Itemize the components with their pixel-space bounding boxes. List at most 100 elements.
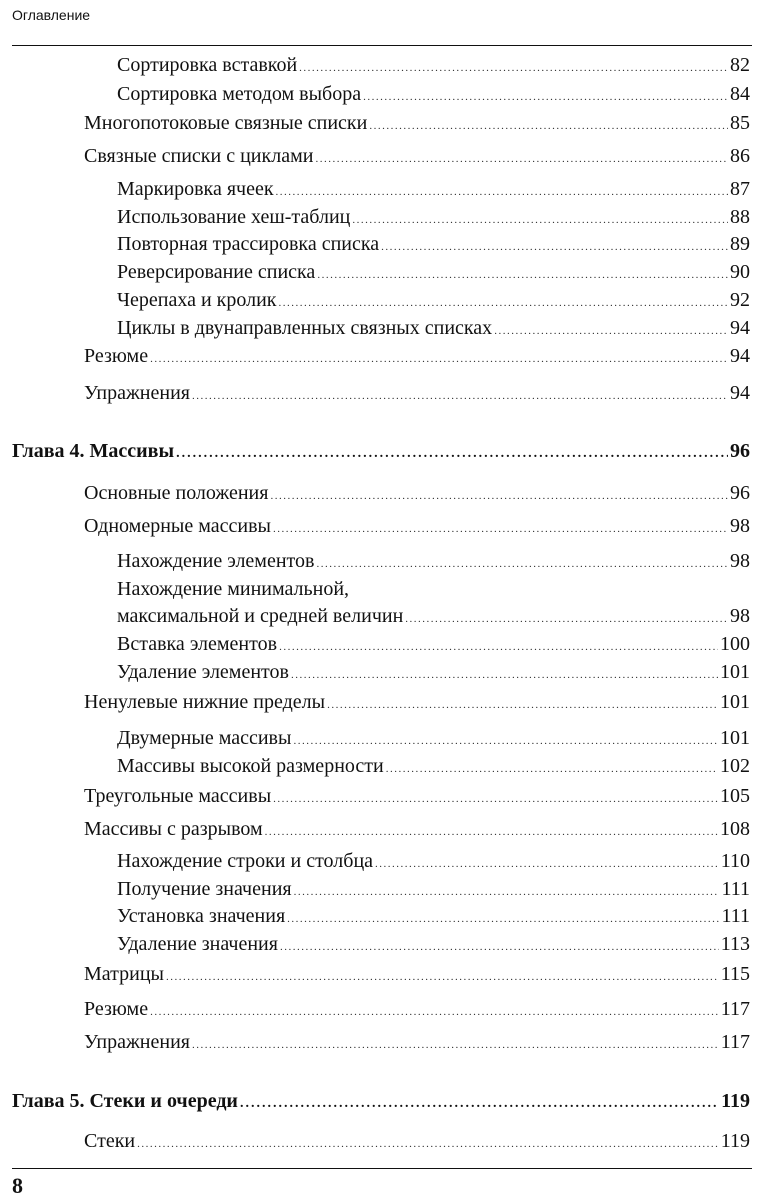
toc-entry-page: 111 bbox=[721, 878, 750, 900]
dot-leader bbox=[265, 820, 718, 844]
toc-entry[interactable]: Маркировка ячеек 87 bbox=[117, 177, 750, 204]
toc-entry-title-line1: Нахождение минимальной, bbox=[117, 578, 350, 600]
toc-entry-title: Одномерные массивы bbox=[84, 515, 271, 537]
toc-entry-title: Стеки bbox=[84, 1130, 136, 1152]
toc-entry[interactable]: Многопотоковые связные списки 85 bbox=[84, 111, 750, 138]
toc-entry-page: 88 bbox=[730, 206, 750, 228]
toc-entry[interactable]: Резюме 117 bbox=[84, 997, 750, 1024]
toc-entry-title: максимальной и средней величин bbox=[117, 605, 404, 627]
dot-leader bbox=[166, 965, 719, 989]
toc-entry-page: 98 bbox=[730, 605, 750, 627]
toc-entry-title: Ненулевые нижние пределы bbox=[84, 691, 326, 713]
toc-entry[interactable]: Упражнения 94 bbox=[84, 381, 750, 408]
toc-entry-title: Повторная трассировка списка bbox=[117, 233, 380, 255]
toc-entry-title: Глава 5. Стеки и очереди bbox=[12, 1090, 238, 1112]
toc-entry-page: 89 bbox=[730, 233, 750, 255]
toc-entry[interactable]: Нахождение строки и столбца 110 bbox=[117, 849, 750, 876]
dot-leader bbox=[293, 729, 718, 753]
toc-entry[interactable]: Треугольные массивы 105 bbox=[84, 784, 750, 811]
toc-entry-title: Получение значения bbox=[117, 878, 292, 900]
toc-entry[interactable]: Реверсирование списка 90 bbox=[117, 260, 750, 287]
toc-entry-title: Упражнения bbox=[84, 382, 190, 404]
toc-entry[interactable]: Установка значения 111 bbox=[117, 904, 750, 931]
dot-leader bbox=[192, 384, 728, 408]
running-title: Оглавление bbox=[12, 7, 91, 23]
dot-leader bbox=[240, 1092, 719, 1116]
toc-entry-page: 113 bbox=[720, 933, 750, 955]
toc-entry-title: Нахождение строки и столбца bbox=[117, 850, 374, 872]
dot-leader bbox=[150, 1000, 719, 1024]
toc-entry-page: 96 bbox=[730, 440, 750, 462]
toc-entry[interactable]: Основные положения 96 bbox=[84, 481, 750, 508]
toc-entry[interactable]: Использование хеш-таблиц 88 bbox=[117, 205, 750, 232]
toc-entry-page: 84 bbox=[730, 83, 750, 105]
toc-entry[interactable]: Стеки 119 bbox=[84, 1129, 750, 1156]
toc-chapter[interactable]: Глава 5. Стеки и очереди 119 bbox=[12, 1089, 750, 1116]
toc-entry-page: 87 bbox=[730, 178, 750, 200]
toc-entry[interactable]: Сортировка методом выбора 84 bbox=[117, 82, 750, 109]
toc-entry[interactable]: Черепаха и кролик 92 bbox=[117, 288, 750, 315]
toc-entry[interactable]: Повторная трассировка списка 89 bbox=[117, 232, 750, 259]
dot-leader bbox=[280, 935, 719, 959]
toc-entry-page: 102 bbox=[720, 755, 750, 777]
dot-leader bbox=[369, 114, 728, 138]
dot-leader bbox=[270, 484, 728, 508]
toc-entry-page: 117 bbox=[720, 1031, 750, 1053]
dot-leader bbox=[352, 208, 728, 232]
toc-entry-page: 110 bbox=[720, 850, 750, 872]
toc-entry-title: Циклы в двунаправленных связных списках bbox=[117, 317, 493, 339]
toc-entry[interactable]: Массивы с разрывом 108 bbox=[84, 817, 750, 844]
dot-leader bbox=[291, 663, 718, 687]
toc-entry[interactable]: Связные списки с циклами 86 bbox=[84, 144, 750, 171]
toc-entry[interactable]: Циклы в двунаправленных связных списках 9… bbox=[117, 316, 750, 343]
toc-entry-title: Треугольные массивы bbox=[84, 785, 272, 807]
dot-leader bbox=[316, 552, 728, 576]
dot-leader bbox=[176, 442, 728, 466]
toc-entry-page: 96 bbox=[730, 482, 750, 504]
toc-entry-page: 115 bbox=[720, 963, 750, 985]
toc-entry-page: 86 bbox=[730, 145, 750, 167]
toc-entry[interactable]: Ненулевые нижние пределы 101 bbox=[84, 690, 750, 717]
toc-entry[interactable]: Двумерные массивы 101 bbox=[117, 726, 750, 753]
dot-leader bbox=[315, 147, 728, 171]
dot-leader bbox=[279, 635, 718, 659]
toc-entry-title: Связные списки с циклами bbox=[84, 145, 314, 167]
toc-entry[interactable]: Удаление значения 113 bbox=[117, 932, 750, 959]
toc-entry[interactable]: Получение значения 111 bbox=[117, 877, 750, 904]
toc-entry[interactable]: Сортировка вставкой 82 bbox=[117, 53, 750, 80]
dot-leader bbox=[279, 291, 728, 315]
dot-leader bbox=[276, 180, 728, 204]
toc-entry-title: Многопотоковые связные списки bbox=[84, 112, 368, 134]
toc-entry[interactable]: Нахождение элементов 98 bbox=[117, 549, 750, 576]
toc-entry[interactable]: максимальной и средней величин 98 bbox=[117, 604, 750, 631]
toc-entry[interactable]: Массивы высокой размерности 102 bbox=[117, 754, 750, 781]
dot-leader bbox=[137, 1132, 719, 1156]
footer-rule bbox=[12, 1168, 752, 1169]
toc-entry-page: 94 bbox=[730, 345, 750, 367]
toc-entry-page: 82 bbox=[730, 54, 750, 76]
toc-entry-page: 92 bbox=[730, 289, 750, 311]
toc-entry-title: Маркировка ячеек bbox=[117, 178, 274, 200]
toc-entry[interactable]: Матрицы 115 bbox=[84, 962, 750, 989]
toc-entry[interactable]: Вставка элементов 100 bbox=[117, 632, 750, 659]
toc-chapter[interactable]: Глава 4. Массивы 96 bbox=[12, 439, 750, 466]
dot-leader bbox=[327, 693, 718, 717]
toc-entry[interactable]: Упражнения 117 bbox=[84, 1030, 750, 1057]
toc-entry-title: Резюме bbox=[84, 345, 149, 367]
toc-entry[interactable]: Резюме 94 bbox=[84, 344, 750, 371]
toc-entry-title: Массивы высокой размерности bbox=[117, 755, 384, 777]
toc-entry[interactable]: Одномерные массивы 98 bbox=[84, 514, 750, 541]
toc-entry-page: 101 bbox=[720, 727, 750, 749]
toc-entry-page: 100 bbox=[720, 633, 750, 655]
toc-entry-title: Использование хеш-таблиц bbox=[117, 206, 351, 228]
toc-entry-page: 101 bbox=[720, 691, 750, 713]
toc-entry-title: Основные положения bbox=[84, 482, 269, 504]
toc-entry-title: Резюме bbox=[84, 998, 149, 1020]
toc-entry[interactable]: Удаление элементов 101 bbox=[117, 660, 750, 687]
dot-leader bbox=[273, 787, 718, 811]
toc-entry-page: 119 bbox=[721, 1090, 750, 1112]
toc-entry-page: 101 bbox=[720, 661, 750, 683]
toc-entry-title: Двумерные массивы bbox=[117, 727, 292, 749]
toc-entry-title: Удаление элементов bbox=[117, 661, 289, 683]
toc-entry-title: Сортировка вставкой bbox=[117, 54, 298, 76]
